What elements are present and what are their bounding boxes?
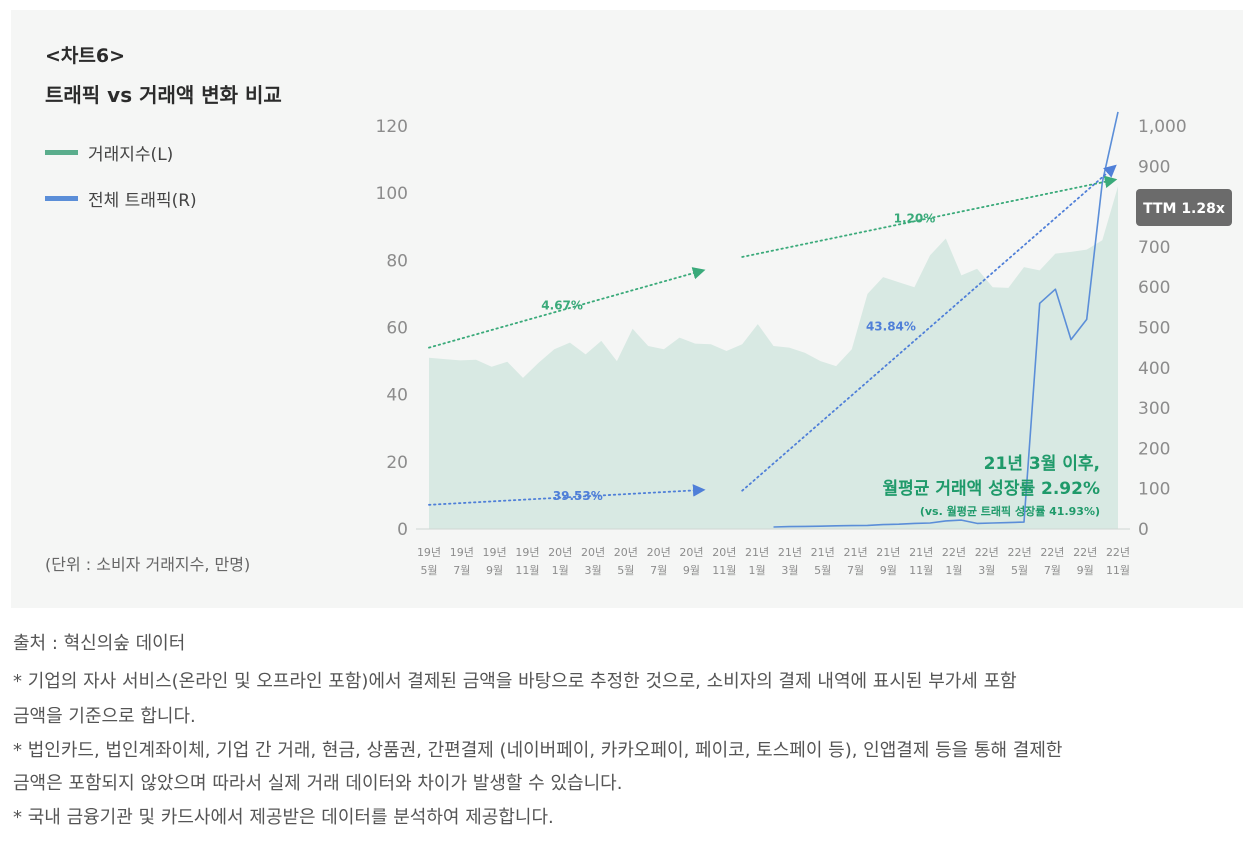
x-tick-label: 22년 xyxy=(1040,546,1064,559)
y-left-tick-label: 60 xyxy=(386,319,408,339)
y-right-tick-label: 500 xyxy=(1138,319,1170,339)
x-tick-label: 11월 xyxy=(1106,564,1130,577)
y-right-tick-label: 200 xyxy=(1138,439,1170,459)
footnote-line: * 법인카드, 법인계좌이체, 기업 간 거래, 현금, 상품권, 간편결제 (… xyxy=(13,740,1063,761)
x-tick-label: 7월 xyxy=(847,564,864,577)
trend-rate-label: 43.84% xyxy=(866,320,916,334)
x-tick-label: 7월 xyxy=(1044,564,1061,577)
x-tick-label: 22년 xyxy=(975,546,999,559)
x-tick-label: 5월 xyxy=(814,564,831,577)
y-right-tick-label: 400 xyxy=(1138,359,1170,379)
legend-swatch-traffic xyxy=(45,196,78,201)
x-tick-label: 22년 xyxy=(1008,546,1032,559)
x-tick-label: 1월 xyxy=(945,564,962,577)
y-right-tick-label: 600 xyxy=(1138,278,1170,298)
legend-label-transaction: 거래지수(L) xyxy=(88,145,174,165)
source-note: 출처 : 혁신의숲 데이터 xyxy=(13,633,186,654)
y-left-tick-label: 0 xyxy=(397,520,408,540)
ttm-badge xyxy=(1136,189,1232,226)
x-tick-label: 5월 xyxy=(420,564,437,577)
x-tick-label: 22년 xyxy=(942,546,966,559)
trend-arrow xyxy=(428,484,706,506)
highlight-line-1: 21년 3월 이후, xyxy=(984,453,1100,474)
y-right-tick-label: 1,000 xyxy=(1138,117,1187,137)
y-left-tick-label: 120 xyxy=(376,117,408,137)
y-left-tick-label: 20 xyxy=(386,453,408,473)
y-right-tick-label: 700 xyxy=(1138,238,1170,258)
x-tick-label: 3월 xyxy=(978,564,995,577)
x-tick-label: 11월 xyxy=(712,564,736,577)
x-tick-label: 20년 xyxy=(679,546,703,559)
x-tick-label: 9월 xyxy=(486,564,503,577)
chart-title: 트래픽 vs 거래액 변화 비교 xyxy=(45,83,282,107)
x-tick-label: 21년 xyxy=(843,546,867,559)
legend-swatch-transaction xyxy=(45,150,78,155)
y-right-tick-label: 0 xyxy=(1138,520,1149,540)
y-left-tick-label: 100 xyxy=(376,184,408,204)
x-tick-label: 21년 xyxy=(876,546,900,559)
x-tick-label: 3월 xyxy=(781,564,798,577)
x-tick-label: 20년 xyxy=(614,546,638,559)
x-tick-label: 22년 xyxy=(1073,546,1097,559)
trend-arrow xyxy=(428,267,706,349)
x-tick-label: 20년 xyxy=(548,546,572,559)
chart-number: <차트6> xyxy=(45,45,126,67)
unit-note: (단위 : 소비자 거래지수, 만명) xyxy=(45,555,251,574)
chart-svg: 0204060801001200100200300400500600700800… xyxy=(376,111,1232,577)
x-tick-label: 7월 xyxy=(650,564,667,577)
x-tick-label: 3월 xyxy=(584,564,601,577)
y-left-tick-label: 40 xyxy=(386,386,408,406)
trend-arrow xyxy=(741,164,1117,492)
x-tick-label: 21년 xyxy=(811,546,835,559)
y-right-tick-label: 100 xyxy=(1138,480,1170,500)
x-tick-label: 20년 xyxy=(581,546,605,559)
x-tick-label: 11월 xyxy=(909,564,933,577)
x-tick-label: 9월 xyxy=(880,564,897,577)
highlight-line-3: (vs. 월평균 트래픽 성장률 41.93%) xyxy=(920,504,1100,518)
x-tick-label: 22년 xyxy=(1106,546,1130,559)
x-tick-label: 21년 xyxy=(909,546,933,559)
y-left-tick-label: 80 xyxy=(386,251,408,271)
transaction-index-area xyxy=(429,186,1118,529)
highlight-line-2: 월평균 거래액 성장률 2.92% xyxy=(883,479,1101,499)
x-tick-label: 9월 xyxy=(683,564,700,577)
x-tick-label: 19년 xyxy=(417,546,441,559)
x-tick-label: 9월 xyxy=(1077,564,1094,577)
y-right-tick-label: 900 xyxy=(1138,157,1170,177)
ttm-badge-label: TTM 1.28x xyxy=(1143,201,1225,217)
x-tick-label: 20년 xyxy=(712,546,736,559)
footnote-line: * 기업의 자사 서비스(온라인 및 오프라인 포함)에서 결제된 금액을 바탕… xyxy=(13,671,1017,692)
x-tick-label: 7월 xyxy=(453,564,470,577)
trend-arrow xyxy=(741,175,1118,258)
footnote-line: 금액은 포함되지 않았으며 따라서 실제 거래 데이터와 차이가 발생할 수 있… xyxy=(13,773,623,794)
x-tick-label: 5월 xyxy=(1011,564,1028,577)
x-tick-label: 1월 xyxy=(552,564,569,577)
total-traffic-line xyxy=(773,111,1119,528)
legend-item-transaction: 거래지수(L) xyxy=(45,140,173,165)
footnote-line: * 국내 금융기관 및 카드사에서 제공받은 데이터를 분석하여 제공합니다. xyxy=(13,807,554,828)
trend-rate-label: 4.67% xyxy=(541,299,583,313)
x-tick-label: 5월 xyxy=(617,564,634,577)
x-tick-label: 19년 xyxy=(450,546,474,559)
x-tick-label: 19년 xyxy=(515,546,539,559)
x-tick-label: 21년 xyxy=(778,546,802,559)
trend-rate-label: 1.20% xyxy=(894,211,936,225)
legend-label-traffic: 전체 트래픽(R) xyxy=(88,191,197,211)
x-tick-label: 21년 xyxy=(745,546,769,559)
x-tick-label: 20년 xyxy=(647,546,671,559)
trend-rate-label: 39.53% xyxy=(553,489,603,503)
x-tick-label: 1월 xyxy=(749,564,766,577)
y-right-tick-label: 300 xyxy=(1138,399,1170,419)
x-tick-label: 11월 xyxy=(515,564,539,577)
legend-item-traffic: 전체 트래픽(R) xyxy=(45,186,197,211)
x-tick-label: 19년 xyxy=(483,546,507,559)
footnote-line: 금액을 기준으로 합니다. xyxy=(13,706,196,727)
